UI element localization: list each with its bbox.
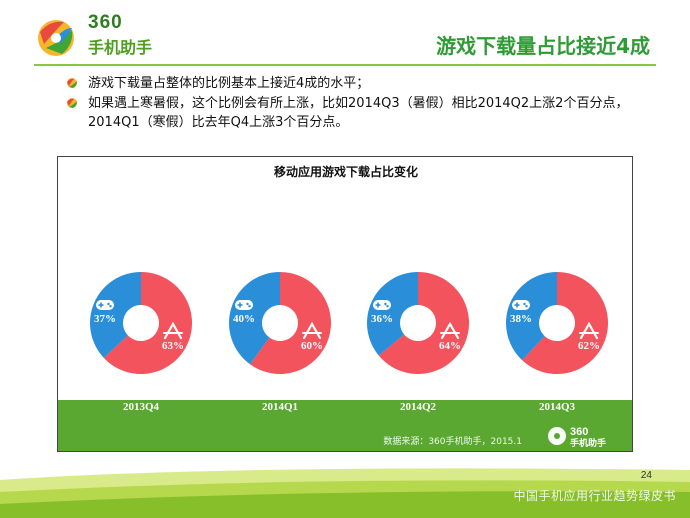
game-percent-label: 37% [94,313,116,325]
band-logo-line2: 手机助手 [570,437,606,449]
band-logo-icon [548,427,566,445]
bullet-logo-icon [67,78,77,88]
page-title: 游戏下载量占比接近4成 [436,34,650,58]
bullet-logo-icon [67,98,77,108]
game-slice [366,272,418,356]
donut-chart: 37% 63% 2013Q4 40% 60% 2014Q1 36% 64% 2014Q2 38% 6… [90,272,608,413]
game-percent-label: 36% [371,313,393,325]
gamepad-icon [235,300,253,310]
bullet-text: 游戏下载量占整体的比例基本上接近4成的水平； [88,76,370,91]
source-note: 数据来源：360手机助手，2015.1 [383,437,522,447]
chart-title: 移动应用游戏下载占比变化 [273,165,418,179]
chart-frame: 37% 63% 2013Q4 40% 60% 2014Q1 36% 64% 2014Q2 38% 6… [57,156,633,452]
watermark: 中国手机应用行业趋势绿皮书 [513,489,676,503]
category-label: 2014Q1 [262,401,298,413]
bullet-list: 游戏下载量占整体的比例基本上接近4成的水平； 如果遇上寒暑假，这个比例会有所上涨… [66,74,666,133]
game-percent-label: 38% [510,313,532,325]
app-store-icon [579,321,599,340]
app-percent-label: 64% [439,340,461,352]
gamepad-icon [512,300,530,310]
bullet-text: 如果遇上寒暑假，这个比例会有所上涨，比如2014Q3（暑假）相比2014Q2上涨… [88,96,629,130]
app-store-icon [302,321,322,340]
category-label: 2014Q3 [539,401,576,413]
app-store-icon [163,321,183,340]
category-label: 2013Q4 [123,401,160,413]
app-store-icon [440,321,460,340]
game-slice [229,272,280,365]
band-logo-line1: 360 [570,426,588,438]
header-divider [34,64,656,66]
360-logo [38,20,74,56]
game-slice [506,272,557,361]
app-percent-label: 63% [162,340,184,352]
logo-text-360: 360 [88,12,123,33]
app-percent-label: 60% [301,340,323,352]
game-percent-label: 40% [233,313,255,325]
app-slice [522,272,608,374]
logo-text-name: 手机助手 [88,38,153,57]
bullet-item: 游戏下载量占整体的比例基本上接近4成的水平； [66,74,666,93]
app-slice [103,272,193,374]
bullet-item: 如果遇上寒暑假，这个比例会有所上涨，比如2014Q3（暑假）相比2014Q2上涨… [66,94,666,132]
footer-wave [0,468,690,518]
game-slice [90,272,141,358]
band-logo: 360 手机助手 [548,426,606,449]
category-label: 2014Q2 [400,401,437,413]
page-number: 24 [640,470,652,481]
app-slice [250,272,332,374]
logo-ball-icon [38,20,74,56]
app-percent-label: 62% [578,340,600,352]
gamepad-icon [373,300,391,310]
app-slice [378,272,469,374]
gamepad-icon [96,300,114,310]
category-band [58,400,632,451]
